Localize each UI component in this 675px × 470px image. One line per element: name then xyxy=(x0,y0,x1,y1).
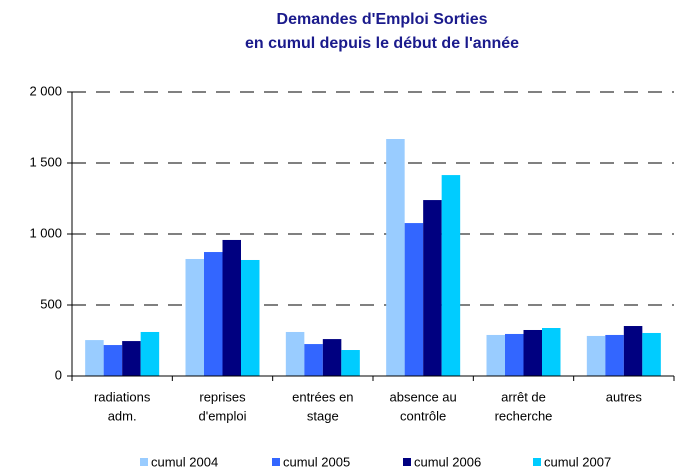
y-tick-label: 2 000 xyxy=(29,83,62,98)
x-tick-label: entrées en xyxy=(292,389,353,404)
bar xyxy=(85,340,104,376)
x-tick-label: stage xyxy=(307,408,339,423)
y-tick-label: 1 500 xyxy=(29,154,62,169)
x-tick-label: reprises xyxy=(199,389,246,404)
bar xyxy=(486,334,505,376)
bar xyxy=(222,239,241,376)
bar xyxy=(204,252,223,376)
bar xyxy=(241,259,260,376)
legend-label: cumul 2007 xyxy=(544,454,611,469)
legend-label: cumul 2006 xyxy=(414,454,481,469)
bar xyxy=(285,331,305,376)
bar xyxy=(386,139,405,376)
chart-title: Demandes d'Emploi Sorties xyxy=(277,11,488,28)
y-tick-label: 500 xyxy=(40,296,62,311)
x-tick-label: absence au xyxy=(390,389,457,404)
y-tick-label: 1 000 xyxy=(29,225,62,240)
x-tick-label: contrôle xyxy=(400,408,446,423)
y-tick-label: 0 xyxy=(55,367,62,382)
x-tick-label: arrêt de xyxy=(501,389,546,404)
bar xyxy=(423,200,442,376)
bar xyxy=(505,333,524,376)
bar xyxy=(122,341,141,376)
bar xyxy=(185,258,204,376)
legend-swatch xyxy=(533,458,541,466)
bar xyxy=(605,334,624,376)
bar xyxy=(140,331,160,376)
bar xyxy=(542,328,561,376)
bar xyxy=(586,335,606,376)
x-tick-label: adm. xyxy=(108,408,137,423)
x-tick-label: radiations xyxy=(94,389,151,404)
legend-label: cumul 2005 xyxy=(283,454,350,469)
x-tick-label: recherche xyxy=(495,408,553,423)
bar xyxy=(404,223,424,376)
bar xyxy=(322,339,342,376)
chart-title: en cumul depuis le début de l'année xyxy=(245,35,519,52)
legend-swatch xyxy=(140,458,148,466)
legend-swatch xyxy=(272,458,280,466)
bar xyxy=(304,344,323,376)
bar xyxy=(103,345,123,376)
bar xyxy=(341,350,360,376)
legend-label: cumul 2004 xyxy=(151,454,218,469)
legend-swatch xyxy=(403,458,411,466)
x-tick-label: d'emploi xyxy=(198,408,246,423)
bar xyxy=(623,326,643,376)
bar xyxy=(441,175,461,376)
bar xyxy=(642,332,661,376)
x-tick-label: autres xyxy=(606,389,643,404)
bar xyxy=(523,329,542,376)
